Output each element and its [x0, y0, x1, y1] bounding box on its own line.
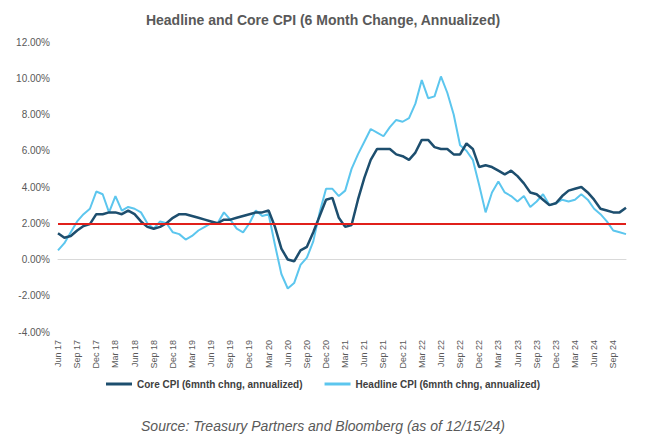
svg-text:4.00%: 4.00% [22, 182, 50, 193]
svg-text:8.00%: 8.00% [22, 109, 50, 120]
svg-text:Sep 23: Sep 23 [532, 340, 542, 369]
svg-text:Mar 21: Mar 21 [340, 340, 350, 368]
svg-text:Sep 20: Sep 20 [302, 340, 312, 369]
svg-text:Dec 20: Dec 20 [321, 340, 331, 369]
svg-text:0.00%: 0.00% [22, 254, 50, 265]
svg-text:12.00%: 12.00% [16, 37, 50, 48]
svg-text:Sep 19: Sep 19 [225, 340, 235, 369]
svg-text:-4.00%: -4.00% [18, 327, 50, 338]
svg-text:Jun 21: Jun 21 [359, 340, 369, 367]
svg-text:Jun 23: Jun 23 [513, 340, 523, 367]
svg-text:Sep 18: Sep 18 [149, 340, 159, 369]
svg-text:Dec 19: Dec 19 [244, 340, 254, 369]
svg-text:Jun 18: Jun 18 [130, 340, 140, 367]
svg-text:Jun 19: Jun 19 [206, 340, 216, 367]
svg-text:Core CPI (6mnth chng, annualiz: Core CPI (6mnth chng, annualized) [137, 379, 303, 390]
svg-text:Mar 18: Mar 18 [110, 340, 120, 368]
svg-text:Dec 17: Dec 17 [91, 340, 101, 369]
svg-text:Headline and Core CPI (6 Month: Headline and Core CPI (6 Month Change, A… [146, 12, 500, 28]
svg-text:Jun 20: Jun 20 [283, 340, 293, 367]
svg-text:Mar 20: Mar 20 [264, 340, 274, 368]
svg-text:Sep 21: Sep 21 [378, 340, 388, 369]
svg-text:Sep 24: Sep 24 [608, 340, 618, 369]
svg-text:Headline CPI (6mnth chng, annu: Headline CPI (6mnth chng, annualized) [356, 379, 540, 390]
svg-text:Jun 17: Jun 17 [53, 340, 63, 367]
svg-text:Mar 24: Mar 24 [570, 340, 580, 368]
svg-text:Jun 24: Jun 24 [589, 340, 599, 367]
svg-text:6.00%: 6.00% [22, 145, 50, 156]
svg-text:Dec 23: Dec 23 [551, 340, 561, 369]
svg-text:Dec 21: Dec 21 [398, 340, 408, 369]
svg-text:Dec 22: Dec 22 [474, 340, 484, 369]
svg-text:2.00%: 2.00% [22, 218, 50, 229]
svg-text:Source: Treasury Partners and: Source: Treasury Partners and Bloomberg … [141, 418, 505, 434]
svg-text:Jun 22: Jun 22 [436, 340, 446, 367]
svg-text:Sep 17: Sep 17 [72, 340, 82, 369]
svg-text:10.00%: 10.00% [16, 73, 50, 84]
svg-text:-2.00%: -2.00% [18, 290, 50, 301]
svg-text:Sep 22: Sep 22 [455, 340, 465, 369]
svg-text:Mar 22: Mar 22 [417, 340, 427, 368]
svg-text:Mar 23: Mar 23 [493, 340, 503, 368]
svg-text:Dec 18: Dec 18 [168, 340, 178, 369]
svg-text:Mar 19: Mar 19 [187, 340, 197, 368]
